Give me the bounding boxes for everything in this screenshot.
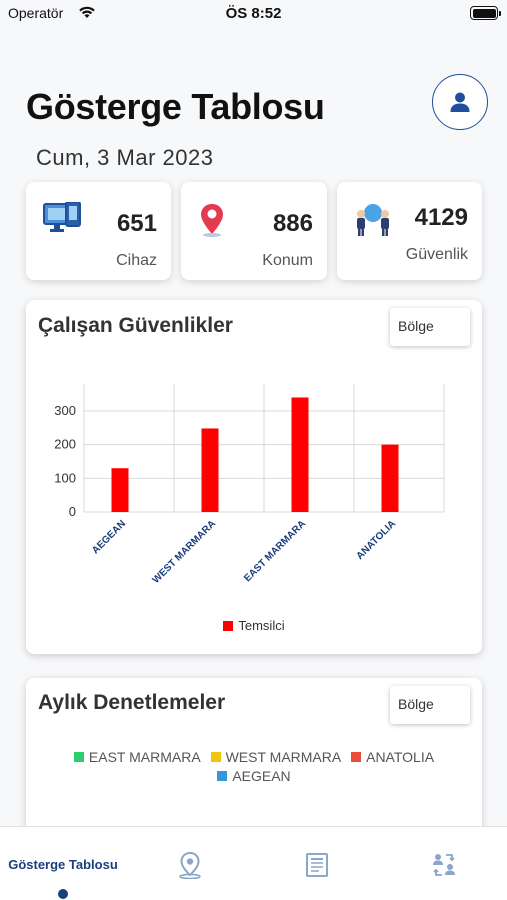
tab-map[interactable] (127, 827, 253, 900)
bar (381, 444, 399, 512)
inspections-legend: EAST MARMARA WEST MARMARA ANATOLIA AEGEA… (26, 748, 482, 786)
legend-item: WEST MARMARA (210, 748, 342, 767)
stat-value: 886 (272, 210, 313, 237)
carrier-label: Operatör (8, 5, 64, 21)
tab-dashboard[interactable]: Gösterge Tablosu (0, 827, 126, 900)
legend-item: AEGEAN (217, 767, 291, 786)
stat-label: Güvenlik (405, 246, 468, 263)
tab-bar: Gösterge Tablosu (0, 826, 507, 900)
legend-label: AEGEAN (232, 768, 291, 784)
user-icon (450, 92, 470, 112)
stat-value: 651 (116, 210, 157, 237)
legend-swatch (210, 752, 221, 762)
tab-reports[interactable] (254, 827, 380, 900)
legend-label: EAST MARMARA (88, 749, 201, 765)
bar (201, 428, 219, 512)
y-tick-label: 200 (54, 437, 76, 452)
x-tick-label: WEST MARMARA (151, 518, 218, 585)
legend-swatch (223, 621, 234, 631)
monthly-inspections-panel: Aylık Denetlemeler Bölge EAST MARMARA WE… (26, 678, 482, 848)
x-tick-label: ANATOLIA (354, 518, 398, 562)
legend-item: EAST MARMARA (73, 748, 201, 767)
bar (111, 468, 129, 512)
user-swap-icon (433, 854, 455, 876)
security-team-icon (357, 204, 389, 236)
legend-label: WEST MARMARA (225, 749, 342, 765)
chart-legend: Temsilci (26, 618, 482, 633)
status-bar: Operatör ÖS 8:52 (0, 0, 507, 30)
x-tick-label: AEGEAN (90, 518, 128, 556)
document-icon (306, 853, 328, 877)
region-filter-button[interactable]: Bölge (390, 308, 470, 346)
legend-label: ANATOLIA (366, 749, 435, 765)
employee-security-panel: Çalışan Güvenlikler Bölge 0 100 200 300 AEGE… (26, 300, 482, 654)
legend-item: ANATOLIA (351, 748, 434, 767)
current-date: Cum, 3 Mar 2023 (36, 145, 214, 170)
legend-label: Temsilci (238, 618, 285, 633)
page-title: Gösterge Tablosu (26, 86, 325, 127)
map-pin-icon (179, 851, 201, 879)
stat-value: 4129 (414, 204, 468, 231)
x-tick-label: EAST MARMARA (242, 518, 308, 584)
legend-swatch (217, 771, 228, 781)
stat-label: Konum (262, 252, 313, 269)
panel-title: Çalışan Güvenlikler (38, 314, 233, 337)
y-tick-label: 100 (54, 470, 76, 485)
profile-button[interactable] (432, 74, 488, 130)
region-filter-button[interactable]: Bölge (390, 686, 470, 724)
legend-swatch (351, 752, 362, 762)
location-pin-icon (201, 204, 223, 237)
bar (291, 397, 309, 512)
bar-chart: 0 100 200 300 AEGEAN WEST MARMARA EAST MARMARA… (54, 384, 445, 586)
y-tick-label: 0 (69, 504, 76, 519)
stat-card-devices[interactable]: 651 Cihaz (26, 182, 171, 280)
wifi-icon (79, 6, 95, 18)
stat-card-security[interactable]: 4129 Güvenlik (337, 182, 482, 280)
stat-card-locations[interactable]: 886 Konum (181, 182, 327, 280)
y-tick-label: 300 (54, 403, 76, 418)
active-tab-indicator (58, 889, 68, 899)
legend-swatch (73, 752, 84, 762)
tab-users[interactable] (381, 827, 507, 900)
clock: ÖS 8:52 (225, 5, 282, 22)
tab-label: Gösterge Tablosu (8, 857, 118, 872)
stat-label: Cihaz (116, 252, 157, 269)
panel-title: Aylık Denetlemeler (38, 691, 226, 714)
devices-icon (43, 202, 81, 232)
battery-icon (470, 6, 501, 20)
